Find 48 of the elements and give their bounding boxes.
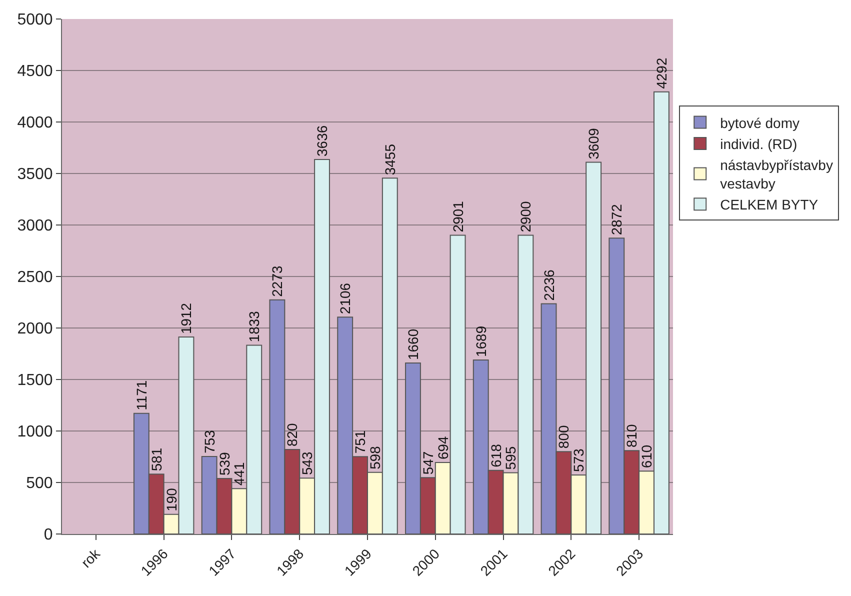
- data-label: 2872: [608, 204, 625, 236]
- data-label: 441: [231, 462, 248, 486]
- data-label: 810: [624, 424, 640, 448]
- data-label: 581: [148, 448, 164, 472]
- y-tick-label: 2500: [17, 269, 53, 286]
- x-tick-label: rok: [78, 544, 104, 571]
- data-label: 2900: [518, 200, 534, 232]
- data-label: 610: [638, 444, 655, 468]
- y-tick-label: 500: [26, 475, 53, 492]
- y-tick-label: 5000: [17, 12, 53, 29]
- data-label: 618: [488, 444, 504, 468]
- data-label: 4292: [653, 58, 670, 89]
- data-label: 800: [556, 425, 572, 449]
- y-tick-label: 3500: [17, 166, 53, 184]
- data-label: 3609: [586, 128, 602, 160]
- data-label: 595: [502, 446, 519, 470]
- y-tick-label: 2000: [17, 320, 53, 338]
- y-tick-label: 1000: [17, 424, 53, 441]
- data-label: 820: [284, 422, 300, 447]
- data-label: 190: [163, 488, 180, 512]
- data-label: 547: [420, 451, 436, 475]
- data-label: 573: [570, 448, 587, 472]
- data-label: 3455: [382, 144, 398, 176]
- data-label: 1689: [472, 326, 489, 358]
- data-label: 1171: [133, 380, 150, 410]
- legend-label: nástavbypřístavby vestavby: [720, 157, 833, 192]
- data-label: 1660: [404, 328, 421, 360]
- data-label: 753: [201, 430, 218, 454]
- data-label: 539: [216, 452, 232, 476]
- data-label: 598: [366, 446, 383, 470]
- y-tick-label: 0: [44, 526, 53, 544]
- data-label: 751: [352, 430, 368, 454]
- legend-label: bytové domy: [720, 114, 800, 131]
- legend-label: CELKEM BYTY: [720, 196, 819, 213]
- legend-label: individ. (RD): [720, 136, 798, 152]
- data-label: 1833: [246, 310, 262, 342]
- data-label: 2901: [450, 200, 466, 232]
- data-label: 2236: [540, 269, 557, 301]
- data-label: 2273: [269, 266, 286, 297]
- data-label: 2106: [337, 282, 354, 314]
- data-label: 3636: [314, 125, 330, 156]
- y-tick-label: 4000: [17, 114, 53, 132]
- y-tick-label: 4500: [17, 63, 53, 80]
- data-label: 543: [299, 452, 316, 476]
- data-label: 694: [434, 436, 451, 460]
- data-label: 1912: [178, 302, 194, 334]
- y-tick-label: 1500: [17, 372, 53, 390]
- y-tick-label: 3000: [17, 218, 53, 235]
